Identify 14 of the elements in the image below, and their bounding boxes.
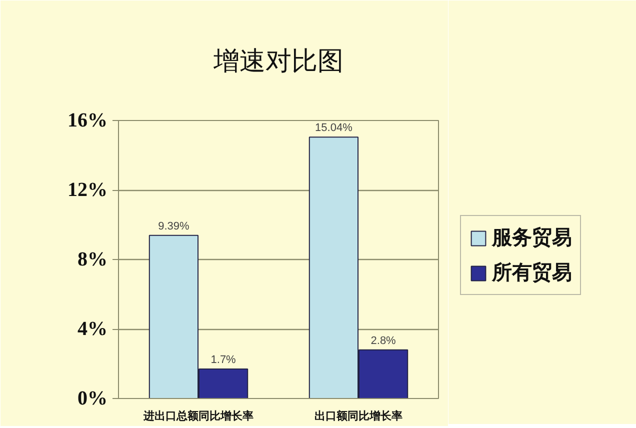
x-tick-label: 进出口总额同比增长率 [142, 410, 254, 422]
y-tick-label: 16% [68, 110, 108, 132]
data-label: 2.8% [370, 334, 396, 347]
data-label: 1.7% [210, 354, 236, 366]
y-tick-label: 12% [68, 179, 108, 201]
data-label: 9.39% [158, 220, 190, 232]
chart-title: 增速对比图 [212, 46, 344, 76]
y-tick-label: 0% [78, 388, 108, 410]
legend-label: 服务贸易 [492, 224, 572, 251]
legend-label: 所有贸易 [492, 259, 572, 286]
x-tick-label: 出口额同比增长率 [314, 410, 402, 422]
y-tick-label: 8% [78, 248, 108, 270]
y-tick-label: 4% [78, 318, 108, 340]
data-label: 15.04% [315, 122, 353, 134]
